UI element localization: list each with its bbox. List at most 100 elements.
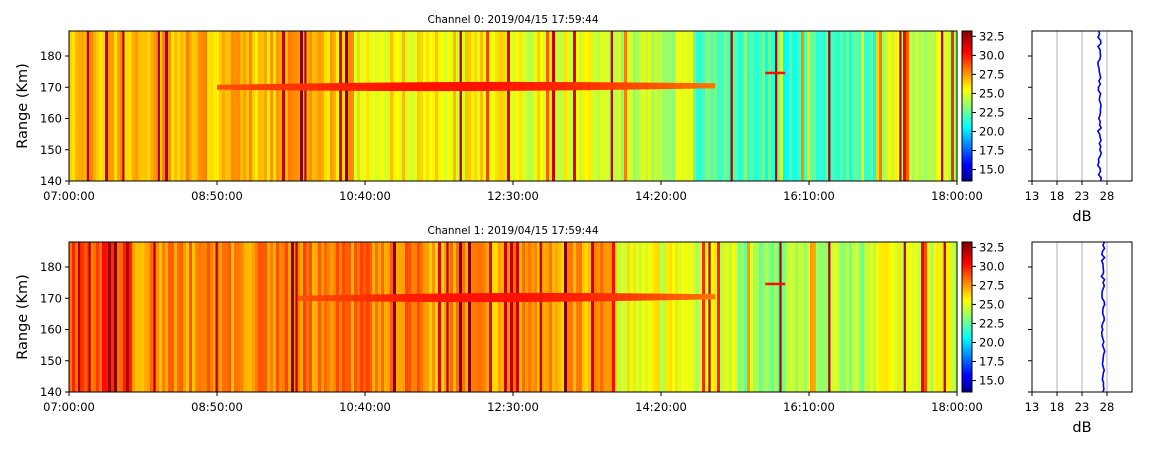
heatmap-column	[654, 242, 658, 392]
y-axis-label: Range (Km)	[15, 63, 31, 149]
heatmap-column	[693, 31, 697, 181]
heatmap-column	[507, 31, 511, 181]
heatmap-column	[408, 242, 412, 392]
heatmap-column	[171, 242, 175, 392]
heatmap-column	[357, 242, 361, 392]
profile-x-tick-label: 23	[1075, 400, 1090, 414]
echo-segment	[513, 292, 521, 302]
heatmap-column	[336, 31, 340, 181]
heatmap-column	[804, 31, 808, 181]
heatmap-column	[729, 242, 733, 392]
heatmap-column	[474, 242, 478, 392]
echo-segment	[478, 293, 486, 303]
colorbar-gradient	[961, 30, 973, 182]
heatmap-column	[504, 31, 508, 181]
x-tick-label: 18:00:00	[931, 189, 983, 203]
heatmap-column	[837, 31, 841, 181]
heatmap-column	[831, 31, 835, 181]
heatmap-column	[951, 242, 955, 392]
heatmap-column	[849, 31, 853, 181]
heatmap-column	[258, 242, 262, 392]
heatmap-column	[717, 242, 721, 392]
heatmap-column	[96, 31, 100, 181]
heatmap-column	[405, 31, 409, 181]
heatmap-column	[108, 31, 112, 181]
heatmap-column	[135, 242, 139, 392]
heatmap-column	[291, 31, 295, 181]
heatmap-column	[885, 31, 889, 181]
y-tick-label: 160	[40, 323, 62, 337]
y-tick-label: 180	[40, 49, 62, 63]
x-tick-label: 14:20:00	[635, 400, 687, 414]
heatmap-column	[282, 242, 286, 392]
heatmap-column	[321, 31, 325, 181]
heatmap-column	[669, 31, 673, 181]
heatmap-column	[810, 242, 814, 392]
heatmap-column	[378, 242, 382, 392]
heatmap-column	[651, 242, 655, 392]
heatmap-column	[204, 242, 208, 392]
echo-segment	[615, 82, 625, 90]
heatmap-column	[411, 242, 415, 392]
heatmap-column	[201, 31, 205, 181]
heatmap-column	[897, 31, 901, 181]
heatmap-column	[534, 242, 538, 392]
heatmap-column	[255, 242, 259, 392]
heatmap-column	[522, 242, 526, 392]
heatmap-column	[507, 242, 511, 392]
heatmap-column	[135, 31, 139, 181]
colorbar-tick-label: 15.0	[979, 163, 1005, 177]
echo-segment	[391, 82, 401, 91]
heatmap-column	[459, 242, 463, 392]
heatmap-column	[696, 242, 700, 392]
heatmap-column	[435, 31, 439, 181]
heatmap-column	[804, 242, 808, 392]
heatmap-area: 140 150 160 170 180 07:00:00 08:50:00 10:40:00 1…	[15, 241, 983, 414]
heatmap-column	[306, 31, 310, 181]
heatmap-column	[204, 31, 208, 181]
heatmap-column	[606, 242, 610, 392]
heatmap-column	[171, 31, 175, 181]
echo-segment	[457, 293, 466, 303]
heatmap-column	[195, 31, 199, 181]
heatmap-column	[102, 31, 106, 181]
echo-segment	[457, 82, 467, 92]
heatmap-column	[405, 242, 409, 392]
heatmap-column	[810, 31, 814, 181]
profile-x-axis-label: dB	[1072, 420, 1091, 436]
heatmap-column	[324, 242, 328, 392]
heatmap-column	[822, 31, 826, 181]
echo-segment	[474, 81, 484, 91]
heatmap-column	[81, 242, 85, 392]
heatmap-column	[882, 31, 886, 181]
heatmap-column	[543, 31, 547, 181]
echo-segment	[515, 81, 525, 91]
echo-segment	[499, 81, 508, 91]
echo-segment	[596, 293, 605, 302]
heatmap-column	[390, 242, 394, 392]
heatmap-column	[114, 242, 118, 392]
echo-segment	[547, 292, 556, 302]
echo-segment	[492, 293, 500, 303]
heatmap-column	[780, 31, 784, 181]
heatmap-column	[681, 31, 685, 181]
heatmap-column	[441, 31, 445, 181]
heatmap-column	[705, 31, 709, 181]
heatmap-column	[657, 242, 661, 392]
heatmap-column	[783, 31, 787, 181]
heatmap-column	[711, 31, 715, 181]
echo-segment	[464, 293, 473, 303]
heatmap-column	[786, 31, 790, 181]
heatmap-column	[585, 242, 589, 392]
heatmap-column	[786, 242, 790, 392]
heatmap-column	[687, 242, 691, 392]
heatmap-column	[600, 31, 604, 181]
heatmap-column	[558, 242, 562, 392]
heatmap-column	[432, 31, 436, 181]
heatmap-column	[378, 31, 382, 181]
heatmap-column	[792, 242, 796, 392]
heatmap-column	[138, 31, 142, 181]
heatmap-column	[813, 242, 817, 392]
heatmap-column	[426, 242, 430, 392]
heatmap-column	[903, 31, 907, 181]
